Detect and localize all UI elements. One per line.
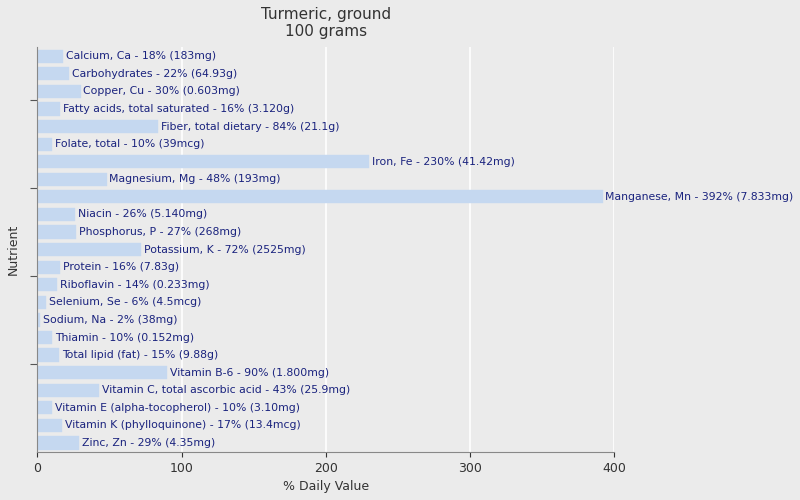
- Text: Selenium, Se - 6% (4.5mcg): Selenium, Se - 6% (4.5mcg): [49, 298, 202, 308]
- Text: Protein - 16% (7.83g): Protein - 16% (7.83g): [63, 262, 179, 272]
- Bar: [38, 155, 369, 168]
- Bar: [38, 102, 60, 116]
- Bar: [38, 208, 74, 221]
- Bar: [38, 67, 69, 80]
- Text: Niacin - 26% (5.140mg): Niacin - 26% (5.140mg): [78, 210, 207, 220]
- Bar: [38, 85, 81, 98]
- Bar: [38, 331, 52, 344]
- Text: Iron, Fe - 230% (41.42mg): Iron, Fe - 230% (41.42mg): [372, 156, 514, 166]
- Text: Magnesium, Mg - 48% (193mg): Magnesium, Mg - 48% (193mg): [110, 174, 281, 184]
- Bar: [38, 278, 58, 291]
- Bar: [38, 401, 52, 414]
- Text: Copper, Cu - 30% (0.603mg): Copper, Cu - 30% (0.603mg): [83, 86, 240, 97]
- Bar: [38, 120, 158, 133]
- Text: Vitamin E (alpha-tocopherol) - 10% (3.10mg): Vitamin E (alpha-tocopherol) - 10% (3.10…: [54, 403, 300, 413]
- Text: Phosphorus, P - 27% (268mg): Phosphorus, P - 27% (268mg): [79, 227, 242, 237]
- Bar: [38, 226, 76, 238]
- Bar: [38, 419, 62, 432]
- Bar: [38, 314, 40, 326]
- Text: Carbohydrates - 22% (64.93g): Carbohydrates - 22% (64.93g): [72, 69, 237, 79]
- Text: Riboflavin - 14% (0.233mg): Riboflavin - 14% (0.233mg): [60, 280, 210, 290]
- Text: Thiamin - 10% (0.152mg): Thiamin - 10% (0.152mg): [54, 332, 194, 342]
- Text: Vitamin K (phylloquinone) - 17% (13.4mcg): Vitamin K (phylloquinone) - 17% (13.4mcg…: [65, 420, 301, 430]
- Text: Zinc, Zn - 29% (4.35mg): Zinc, Zn - 29% (4.35mg): [82, 438, 215, 448]
- Text: Potassium, K - 72% (2525mg): Potassium, K - 72% (2525mg): [144, 244, 306, 254]
- Text: Manganese, Mn - 392% (7.833mg): Manganese, Mn - 392% (7.833mg): [606, 192, 794, 202]
- Bar: [38, 348, 59, 362]
- Text: Total lipid (fat) - 15% (9.88g): Total lipid (fat) - 15% (9.88g): [62, 350, 218, 360]
- Y-axis label: Nutrient: Nutrient: [7, 224, 20, 275]
- Title: Turmeric, ground
100 grams: Turmeric, ground 100 grams: [261, 7, 390, 40]
- Bar: [38, 384, 99, 397]
- Text: Vitamin B-6 - 90% (1.800mg): Vitamin B-6 - 90% (1.800mg): [170, 368, 329, 378]
- Text: Fatty acids, total saturated - 16% (3.120g): Fatty acids, total saturated - 16% (3.12…: [63, 104, 294, 114]
- Bar: [38, 138, 52, 150]
- Text: Calcium, Ca - 18% (183mg): Calcium, Ca - 18% (183mg): [66, 51, 216, 61]
- Text: Folate, total - 10% (39mcg): Folate, total - 10% (39mcg): [54, 139, 204, 149]
- Text: Fiber, total dietary - 84% (21.1g): Fiber, total dietary - 84% (21.1g): [162, 122, 340, 132]
- Bar: [38, 366, 167, 380]
- Bar: [38, 436, 79, 450]
- Bar: [38, 243, 141, 256]
- Bar: [38, 50, 63, 63]
- Bar: [38, 172, 106, 186]
- Bar: [38, 296, 46, 309]
- Text: Sodium, Na - 2% (38mg): Sodium, Na - 2% (38mg): [43, 315, 178, 325]
- Text: Vitamin C, total ascorbic acid - 43% (25.9mg): Vitamin C, total ascorbic acid - 43% (25…: [102, 386, 350, 396]
- X-axis label: % Daily Value: % Daily Value: [282, 480, 369, 493]
- Bar: [38, 260, 60, 274]
- Bar: [38, 190, 602, 203]
